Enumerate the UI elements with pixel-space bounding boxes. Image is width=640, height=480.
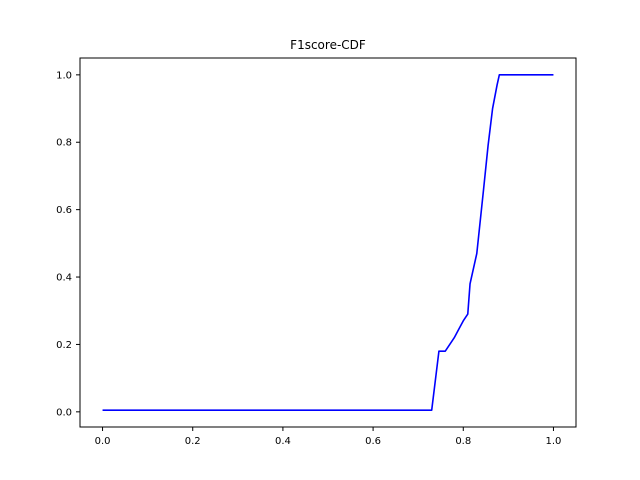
axes-frame: [79, 57, 577, 428]
series-layer: [102, 74, 554, 411]
y-tick-label: 1.0: [56, 70, 72, 81]
chart-title: F1score-CDF: [290, 38, 366, 52]
series-line-0: [102, 74, 554, 411]
x-tick-label: 0.8: [455, 436, 471, 447]
y-tick-label: 0.4: [56, 273, 72, 284]
x-tick-label: 1.0: [546, 436, 562, 447]
y-tick-label: 0.8: [56, 138, 72, 149]
x-axis: 0.0 0.2 0.4 0.6 0.8 1.0: [95, 427, 562, 447]
y-axis: 0.0 0.2 0.4 0.6 0.8 1.0: [56, 70, 80, 418]
x-tick-label: 0.2: [185, 436, 201, 447]
y-tick-label: 0.0: [56, 407, 72, 418]
y-tick-label: 0.6: [56, 205, 72, 216]
x-tick-label: 0.4: [275, 436, 291, 447]
x-tick-label: 0.6: [365, 436, 381, 447]
x-tick-label: 0.0: [95, 436, 111, 447]
y-tick-label: 0.2: [56, 340, 72, 351]
